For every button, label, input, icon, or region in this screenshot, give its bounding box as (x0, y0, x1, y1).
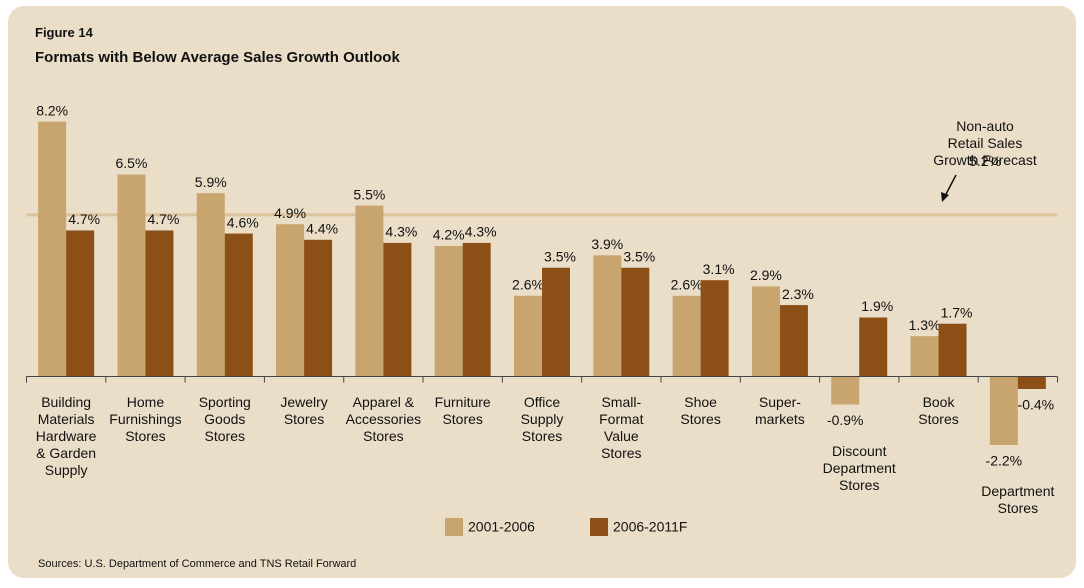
bar (542, 267, 570, 377)
bar (276, 224, 305, 377)
bar (700, 280, 729, 377)
legend-label: 2001-2006 (468, 519, 535, 535)
value-label: 8.2% (36, 102, 68, 118)
x-tick-label: Super- markets (755, 393, 805, 427)
bar (672, 295, 701, 377)
bar (196, 193, 225, 377)
x-tick-label: Jewelry Stores (280, 393, 328, 427)
bar (621, 267, 650, 377)
bar (462, 242, 491, 377)
chart-title: Formats with Below Average Sales Growth … (35, 49, 400, 66)
value-label: 2.6% (512, 276, 544, 292)
x-tick-label: Small- Format Value Stores (599, 393, 644, 461)
bar (514, 295, 542, 377)
x-tick-label: Apparel & Accessories Stores (345, 393, 422, 444)
x-tick-label: Book Stores (918, 393, 959, 427)
x-tick-label: Office Supply Stores (520, 393, 564, 444)
value-label: 2.6% (671, 276, 703, 292)
source: Sources: U.S. Department of Commerce and… (38, 558, 356, 570)
bar (751, 286, 780, 377)
legend-swatch (590, 518, 608, 536)
bar (859, 317, 888, 377)
bar (38, 121, 67, 377)
bar (304, 239, 333, 377)
value-label: 3.5% (623, 248, 655, 264)
value-label: 5.5% (353, 186, 385, 202)
value-label: 3.1% (703, 261, 735, 277)
x-tick-label: Building Materials Hardware & Garden Sup… (35, 393, 97, 478)
value-label: 4.7% (68, 211, 100, 227)
value-label: -2.2% (986, 453, 1023, 469)
bar (1017, 376, 1046, 389)
bar (910, 336, 939, 377)
bar (434, 246, 463, 377)
value-label: 1.7% (941, 304, 973, 320)
x-tick-label: Shoe Stores (680, 393, 721, 427)
value-label: 4.3% (385, 224, 417, 240)
figure-label: Figure 14 (35, 25, 94, 40)
x-tick-label: Discount Department Stores (822, 442, 896, 493)
bar (383, 242, 412, 377)
value-label: 4.2% (433, 227, 465, 243)
bar (355, 205, 384, 377)
bar (117, 174, 146, 377)
legend-label: 2006-2011F (613, 519, 687, 535)
bar (145, 230, 174, 377)
value-label: -0.4% (1018, 397, 1055, 413)
value-label: 4.7% (148, 211, 180, 227)
x-tick-label: Department Stores (981, 482, 1055, 516)
value-label: 3.9% (591, 236, 623, 252)
value-label: 5.9% (195, 174, 227, 190)
value-label: 1.9% (861, 298, 893, 314)
value-label: 4.6% (227, 214, 259, 230)
bar (831, 376, 860, 405)
reference-label: Non-auto Retail Sales Growth Forecast (933, 118, 1037, 168)
value-label: -0.9% (827, 412, 864, 428)
value-label: 4.3% (465, 224, 497, 240)
value-label: 4.9% (274, 205, 306, 221)
value-label: 2.9% (750, 267, 782, 283)
value-label: 3.5% (544, 248, 576, 264)
value-label: 1.3% (909, 317, 941, 333)
annotation-arrowhead (941, 192, 949, 202)
value-label: 4.4% (306, 220, 338, 236)
reference-value: 5.2% (969, 153, 1001, 169)
bar (779, 305, 808, 377)
legend-swatch (445, 518, 463, 536)
bar (593, 255, 622, 377)
bar (224, 233, 253, 377)
x-tick-label: Sporting Goods Stores (198, 393, 251, 444)
x-tick-label: Furniture Stores (434, 393, 491, 427)
value-label: 2.3% (782, 286, 814, 302)
bar (938, 323, 967, 377)
bar (989, 376, 1018, 445)
x-tick-label: Home Furnishings Stores (109, 393, 182, 444)
value-label: 6.5% (116, 155, 148, 171)
bar (66, 230, 95, 377)
